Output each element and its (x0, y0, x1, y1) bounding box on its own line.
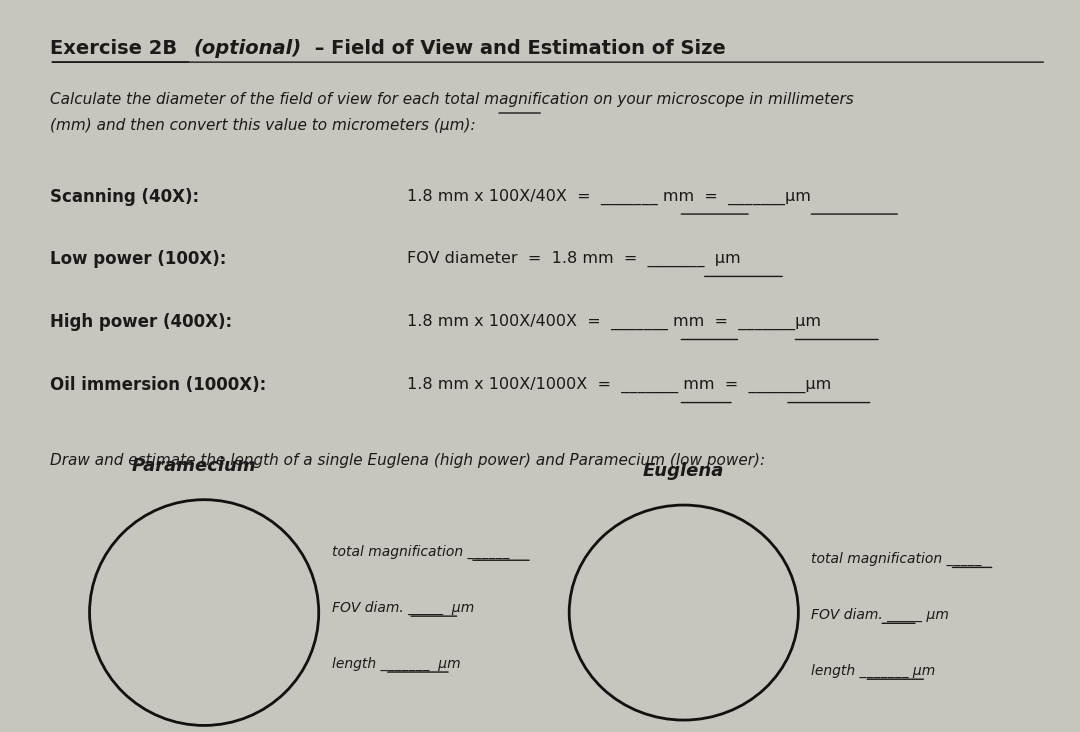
Text: Exercise 2B: Exercise 2B (50, 40, 184, 59)
Text: 1.8 mm x 100X/1000X  =  _______ mm  =  _______μm: 1.8 mm x 100X/1000X = _______ mm = _____… (407, 377, 831, 394)
Text: FOV diameter  =  1.8 mm  =  _______  μm: FOV diameter = 1.8 mm = _______ μm (407, 251, 740, 267)
Text: Calculate the diameter of the field of view for each total magnification on your: Calculate the diameter of the field of v… (50, 92, 853, 107)
Text: FOV diam. _____ μm: FOV diam. _____ μm (811, 608, 949, 621)
Text: FOV diam. _____  μm: FOV diam. _____ μm (332, 600, 474, 615)
Text: Scanning (40X):: Scanning (40X): (50, 188, 199, 206)
Text: Draw and estimate the length of a single Euglena (high power) and Paramecium (lo: Draw and estimate the length of a single… (50, 452, 765, 468)
Text: Euglena: Euglena (643, 462, 725, 480)
Text: (mm) and then convert this value to micrometers (μm):: (mm) and then convert this value to micr… (50, 118, 475, 133)
Text: 1.8 mm x 100X/40X  =  _______ mm  =  _______μm: 1.8 mm x 100X/40X = _______ mm = _______… (407, 189, 810, 205)
Text: – Field of View and Estimation of Size: – Field of View and Estimation of Size (308, 40, 726, 59)
Text: total magnification ______: total magnification ______ (332, 545, 509, 559)
Text: 1.8 mm x 100X/400X  =  _______ mm  =  _______μm: 1.8 mm x 100X/400X = _______ mm = ______… (407, 314, 821, 330)
Text: total magnification _____: total magnification _____ (811, 552, 982, 566)
Text: Oil immersion (1000X):: Oil immersion (1000X): (50, 376, 266, 395)
Text: length _______ μm: length _______ μm (811, 663, 935, 678)
Text: length _______  μm: length _______ μm (332, 657, 460, 671)
Text: High power (400X):: High power (400X): (50, 313, 232, 332)
Text: Low power (100X):: Low power (100X): (50, 250, 226, 268)
Text: Paramecium: Paramecium (131, 457, 256, 474)
Text: (optional): (optional) (193, 40, 301, 59)
